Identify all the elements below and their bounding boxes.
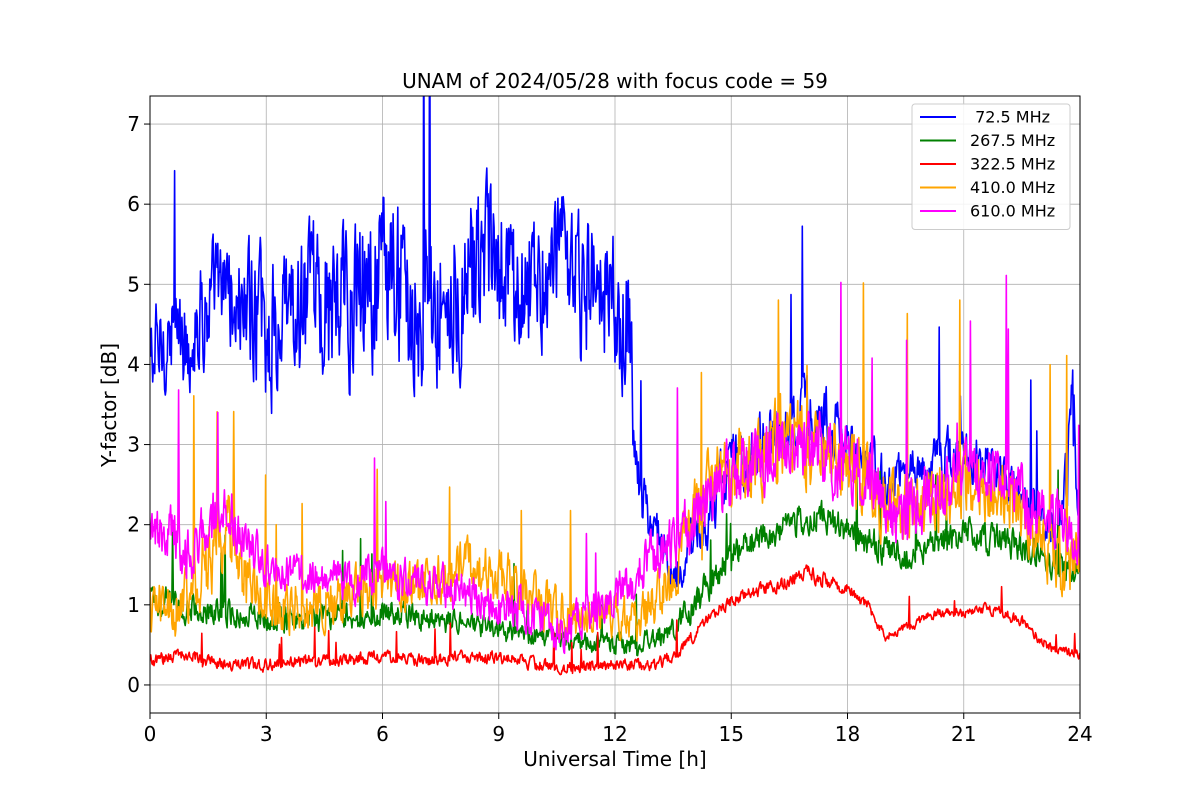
x-tick-label: 12: [602, 722, 627, 746]
y-tick-label: 2: [127, 513, 140, 537]
legend-entry: 322.5 MHz: [970, 155, 1055, 174]
legend: 72.5 MHz 267.5 MHz 322.5 MHz 410.0 MHz 610.0…: [911, 103, 1071, 230]
y-tick-label: 7: [127, 112, 140, 136]
y-axis-label: Y-factor [dB]: [97, 343, 121, 468]
y-tick-label: 3: [127, 433, 140, 457]
legend-entry: 267.5 MHz: [970, 131, 1055, 150]
series-line: [150, 564, 1080, 676]
x-tick-label: 18: [835, 722, 860, 746]
legend-box: [911, 103, 1071, 230]
x-tick-label: 0: [144, 722, 157, 746]
legend-entry: 410.0 MHz: [970, 178, 1055, 197]
x-tick-label: 15: [719, 722, 744, 746]
y-tick-label: 1: [127, 593, 140, 617]
chart-title: UNAM of 2024/05/28 with focus code = 59: [402, 69, 828, 93]
y-tick-label: 6: [127, 192, 140, 216]
legend-entry: 72.5 MHz: [970, 108, 1050, 127]
legend-entry: 610.0 MHz: [970, 202, 1055, 221]
series-group: [150, 96, 1080, 676]
x-tick-label: 9: [492, 722, 505, 746]
plot-area: [150, 96, 1080, 676]
x-tick-label: 21: [951, 722, 976, 746]
y-tick-label: 4: [127, 352, 140, 376]
series-line: [150, 274, 1080, 655]
x-axis-label: Universal Time [h]: [523, 747, 706, 771]
x-tick-label: 3: [260, 722, 273, 746]
x-ticks: 0 3 6 9 12 15 18 21 24: [144, 713, 1093, 746]
y-tick-label: 5: [127, 272, 140, 296]
x-tick-label: 6: [376, 722, 389, 746]
y-ticks: 0 1 2 3 4 5 6 7: [127, 112, 150, 697]
y-tick-label: 0: [127, 673, 140, 697]
x-tick-label: 24: [1067, 722, 1092, 746]
